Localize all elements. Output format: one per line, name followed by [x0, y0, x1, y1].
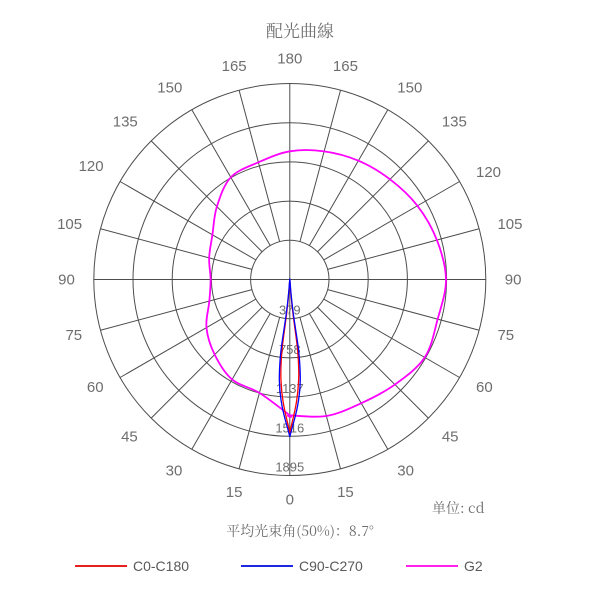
svg-text:180: 180	[277, 51, 302, 68]
svg-text:120: 120	[476, 164, 501, 181]
svg-text:379: 379	[279, 303, 301, 318]
svg-text:0: 0	[286, 492, 294, 509]
svg-text:60: 60	[476, 379, 493, 396]
svg-text:165: 165	[333, 58, 358, 75]
svg-text:15: 15	[337, 484, 354, 501]
svg-text:150: 150	[397, 79, 422, 96]
svg-text:90: 90	[58, 272, 75, 289]
svg-text:165: 165	[222, 58, 247, 75]
svg-text:120: 120	[79, 158, 104, 175]
svg-text:135: 135	[113, 113, 138, 130]
svg-text:45: 45	[442, 429, 459, 446]
svg-text:105: 105	[497, 216, 522, 233]
svg-text:30: 30	[166, 463, 183, 480]
svg-text:150: 150	[157, 79, 182, 96]
svg-text:105: 105	[57, 216, 82, 233]
svg-text:15: 15	[226, 484, 243, 501]
svg-text:1895: 1895	[275, 460, 304, 475]
svg-text:60: 60	[87, 379, 104, 396]
svg-text:30: 30	[397, 463, 414, 480]
svg-text:135: 135	[442, 113, 467, 130]
svg-text:45: 45	[121, 429, 138, 446]
svg-text:90: 90	[505, 272, 522, 289]
svg-text:75: 75	[497, 327, 514, 344]
svg-text:75: 75	[65, 327, 82, 344]
